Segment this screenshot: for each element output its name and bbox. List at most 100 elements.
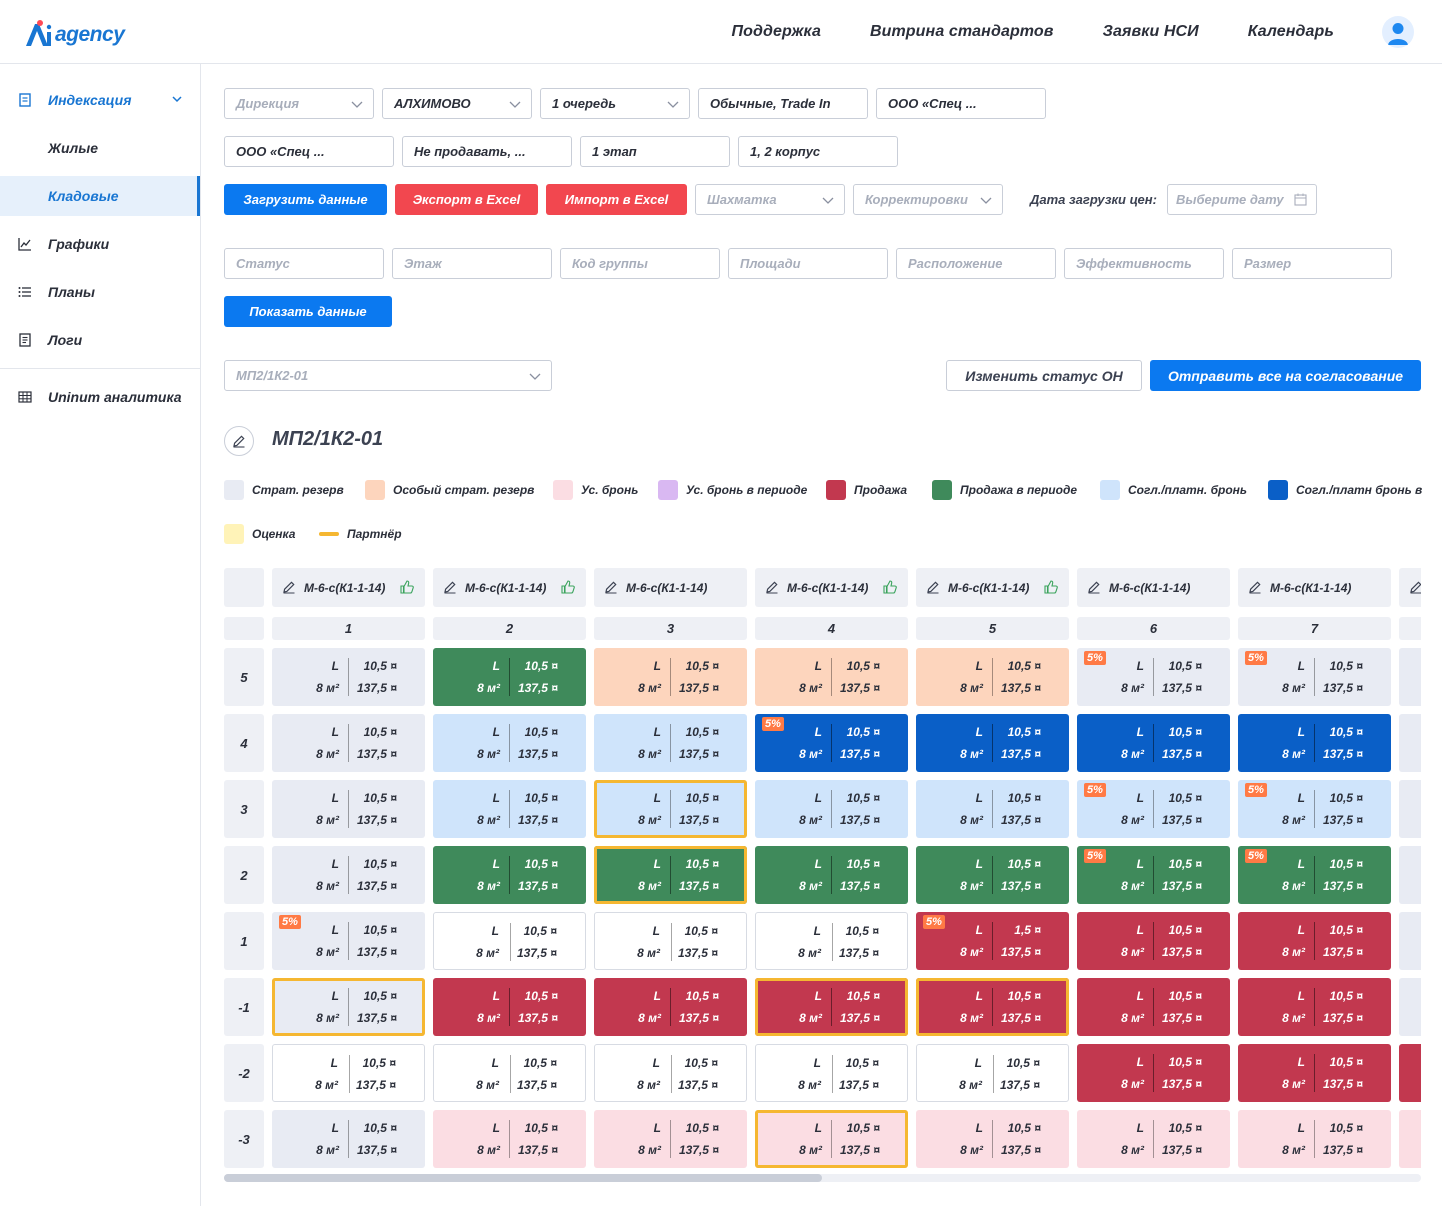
thumbs-up-icon[interactable] bbox=[399, 579, 415, 595]
thumbs-up-icon[interactable] bbox=[560, 579, 576, 595]
agency-logo[interactable]: agency bbox=[24, 14, 125, 48]
storage-unit-cell[interactable] bbox=[1399, 1110, 1421, 1168]
pencil-icon[interactable] bbox=[443, 580, 457, 594]
edit-title-button[interactable] bbox=[224, 426, 254, 456]
sidebar-item-storage[interactable]: Кладовые bbox=[0, 176, 200, 216]
size-filter[interactable]: Размер bbox=[1232, 248, 1392, 279]
efficiency-filter[interactable]: Эффективность bbox=[1064, 248, 1224, 279]
company-select-2[interactable]: ООО «Спец ... bbox=[224, 136, 394, 167]
pencil-icon[interactable] bbox=[1409, 580, 1421, 594]
storage-unit-cell[interactable]: L 8 м² 10,5 ¤ 137,5 ¤ bbox=[916, 1044, 1069, 1102]
storage-unit-cell[interactable]: L 8 м² 10,5 ¤ 137,5 ¤ bbox=[755, 1044, 908, 1102]
storage-unit-cell[interactable]: L 8 м² 1,5 ¤ 137,5 ¤ 5% bbox=[916, 912, 1069, 970]
price-date-picker[interactable]: Выберите дату bbox=[1167, 184, 1317, 215]
storage-unit-cell[interactable]: L 8 м² 10,5 ¤ 137,5 ¤ bbox=[594, 978, 747, 1036]
storage-unit-cell[interactable]: L 8 м² 10,5 ¤ 137,5 ¤ bbox=[1238, 1044, 1391, 1102]
floor-filter[interactable]: Этаж bbox=[392, 248, 552, 279]
storage-unit-cell[interactable]: L 8 м² 10,5 ¤ 137,5 ¤ bbox=[433, 1110, 586, 1168]
storage-unit-cell[interactable]: L 8 м² 10,5 ¤ 137,5 ¤ bbox=[433, 648, 586, 706]
storage-unit-cell[interactable]: L 8 м² 10,5 ¤ 137,5 ¤ 5% bbox=[1077, 648, 1230, 706]
storage-unit-cell[interactable]: L 8 м² 10,5 ¤ 137,5 ¤ 5% bbox=[1238, 648, 1391, 706]
sidebar-item-charts[interactable]: Графики bbox=[0, 224, 200, 264]
sidebar-item-indexation[interactable]: Индексация bbox=[0, 80, 200, 120]
storage-unit-cell[interactable]: L 8 м² 10,5 ¤ 137,5 ¤ 5% bbox=[272, 912, 425, 970]
storage-unit-cell[interactable]: L 8 м² 10,5 ¤ 137,5 ¤ bbox=[433, 1044, 586, 1102]
storage-unit-cell[interactable]: L 8 м² 10,5 ¤ 137,5 ¤ bbox=[594, 714, 747, 772]
storage-unit-cell[interactable]: L 8 м² 10,5 ¤ 137,5 ¤ bbox=[433, 714, 586, 772]
chess-view-select[interactable]: Шахматка bbox=[695, 184, 845, 215]
storage-unit-cell[interactable]: L 8 м² 10,5 ¤ 137,5 ¤ bbox=[272, 714, 425, 772]
storage-unit-cell[interactable]: L 8 м² 10,5 ¤ 137,5 ¤ bbox=[755, 912, 908, 970]
column-header[interactable]: М-6-с(К1-1-14) bbox=[916, 568, 1069, 607]
import-excel-button[interactable]: Импорт в Excel bbox=[546, 184, 687, 215]
queue-select[interactable]: 1 очередь bbox=[540, 88, 690, 119]
pencil-icon[interactable] bbox=[604, 580, 618, 594]
storage-unit-cell[interactable]: L 8 м² 10,5 ¤ 137,5 ¤ bbox=[433, 846, 586, 904]
company-select-1[interactable]: ООО «Спец ... bbox=[876, 88, 1046, 119]
thumbs-up-icon[interactable] bbox=[1043, 579, 1059, 595]
storage-unit-cell[interactable]: L 8 м² 10,5 ¤ 137,5 ¤ bbox=[272, 978, 425, 1036]
nav-standards-showcase[interactable]: Витрина стандартов bbox=[869, 23, 1054, 40]
column-header[interactable]: М-6-с(К1-1-14) bbox=[1238, 568, 1391, 607]
storage-unit-cell[interactable]: L 8 м² 10,5 ¤ 137,5 ¤ bbox=[1077, 912, 1230, 970]
location-filter[interactable]: Расположение bbox=[896, 248, 1056, 279]
storage-unit-cell[interactable] bbox=[1399, 912, 1421, 970]
storage-unit-cell[interactable] bbox=[1399, 978, 1421, 1036]
storage-unit-cell[interactable]: L 8 м² 10,5 ¤ 137,5 ¤ bbox=[755, 648, 908, 706]
load-data-button[interactable]: Загрузить данные bbox=[224, 184, 387, 215]
storage-unit-cell[interactable]: L 8 м² 10,5 ¤ 137,5 ¤ bbox=[755, 780, 908, 838]
storage-unit-cell[interactable]: L 8 м² 10,5 ¤ 137,5 ¤ bbox=[1077, 1044, 1230, 1102]
sidebar-item-analytics[interactable]: Uninum аналитика bbox=[0, 377, 200, 417]
show-data-button[interactable]: Показать данные bbox=[224, 296, 392, 327]
send-all-approval-button[interactable]: Отправить все на согласование bbox=[1150, 360, 1421, 391]
storage-unit-cell[interactable]: L 8 м² 10,5 ¤ 137,5 ¤ bbox=[594, 912, 747, 970]
storage-unit-cell[interactable]: L 8 м² 10,5 ¤ 137,5 ¤ bbox=[1238, 1110, 1391, 1168]
storage-unit-cell[interactable]: L 8 м² 10,5 ¤ 137,5 ¤ bbox=[272, 1044, 425, 1102]
storage-unit-cell[interactable]: L 8 м² 10,5 ¤ 137,5 ¤ bbox=[594, 1044, 747, 1102]
storage-unit-cell[interactable] bbox=[1399, 714, 1421, 772]
storage-unit-cell[interactable]: L 8 м² 10,5 ¤ 137,5 ¤ bbox=[433, 912, 586, 970]
direction-select[interactable]: Дирекция bbox=[224, 88, 374, 119]
sale-status-select[interactable]: Не продавать, ... bbox=[402, 136, 572, 167]
pencil-icon[interactable] bbox=[1248, 580, 1262, 594]
storage-unit-cell[interactable] bbox=[1399, 780, 1421, 838]
storage-unit-cell[interactable]: L 8 м² 10,5 ¤ 137,5 ¤ bbox=[755, 846, 908, 904]
area-filter[interactable]: Площади bbox=[728, 248, 888, 279]
storage-unit-cell[interactable]: L 8 м² 10,5 ¤ 137,5 ¤ bbox=[755, 1110, 908, 1168]
storage-unit-cell[interactable]: L 8 м² 10,5 ¤ 137,5 ¤ bbox=[1238, 978, 1391, 1036]
column-header[interactable]: М-6-с(К1-1-14) bbox=[755, 568, 908, 607]
pencil-icon[interactable] bbox=[926, 580, 940, 594]
stage-select[interactable]: 1 этап bbox=[580, 136, 730, 167]
column-header[interactable]: М-6-с(К1-1-14) bbox=[1077, 568, 1230, 607]
storage-unit-cell[interactable] bbox=[1399, 648, 1421, 706]
storage-unit-cell[interactable]: L 8 м² 10,5 ¤ 137,5 ¤ bbox=[916, 648, 1069, 706]
storage-unit-cell[interactable]: L 8 м² 10,5 ¤ 137,5 ¤ bbox=[1077, 1110, 1230, 1168]
storage-unit-cell[interactable]: L 8 м² 10,5 ¤ 137,5 ¤ bbox=[433, 780, 586, 838]
horizontal-scrollbar[interactable] bbox=[224, 1174, 1421, 1182]
nav-calendar[interactable]: Календарь bbox=[1247, 23, 1334, 40]
storage-unit-cell[interactable]: L 8 м² 10,5 ¤ 137,5 ¤ bbox=[272, 780, 425, 838]
storage-unit-cell[interactable]: L 8 м² 10,5 ¤ 137,5 ¤ 5% bbox=[755, 714, 908, 772]
storage-unit-cell[interactable]: L 8 м² 10,5 ¤ 137,5 ¤ bbox=[594, 846, 747, 904]
thumbs-up-icon[interactable] bbox=[882, 579, 898, 595]
change-status-button[interactable]: Изменить статус ОН bbox=[946, 360, 1142, 391]
storage-unit-cell[interactable]: L 8 м² 10,5 ¤ 137,5 ¤ bbox=[1238, 714, 1391, 772]
storage-unit-cell[interactable] bbox=[1399, 1044, 1421, 1102]
storage-unit-cell[interactable]: L 8 м² 10,5 ¤ 137,5 ¤ bbox=[433, 978, 586, 1036]
column-header[interactable] bbox=[1399, 568, 1421, 607]
status-filter[interactable]: Статус bbox=[224, 248, 384, 279]
storage-unit-cell[interactable]: L 8 м² 10,5 ¤ 137,5 ¤ bbox=[272, 846, 425, 904]
deal-type-select[interactable]: Обычные, Trade In bbox=[698, 88, 868, 119]
storage-unit-cell[interactable]: L 8 м² 10,5 ¤ 137,5 ¤ 5% bbox=[1077, 846, 1230, 904]
nav-nsi-requests[interactable]: Заявки НСИ bbox=[1102, 23, 1199, 40]
project-select[interactable]: АЛХИМОВО bbox=[382, 88, 532, 119]
storage-unit-cell[interactable]: L 8 м² 10,5 ¤ 137,5 ¤ bbox=[594, 780, 747, 838]
storage-unit-cell[interactable]: L 8 м² 10,5 ¤ 137,5 ¤ bbox=[916, 780, 1069, 838]
storage-unit-cell[interactable]: L 8 м² 10,5 ¤ 137,5 ¤ bbox=[594, 1110, 747, 1168]
sidebar-item-logs[interactable]: Логи bbox=[0, 320, 200, 360]
column-header[interactable]: М-6-с(К1-1-14) bbox=[433, 568, 586, 607]
storage-unit-cell[interactable]: L 8 м² 10,5 ¤ 137,5 ¤ bbox=[916, 846, 1069, 904]
column-header[interactable]: М-6-с(К1-1-14) bbox=[272, 568, 425, 607]
storage-unit-cell[interactable]: L 8 м² 10,5 ¤ 137,5 ¤ 5% bbox=[1077, 780, 1230, 838]
pencil-icon[interactable] bbox=[282, 580, 296, 594]
